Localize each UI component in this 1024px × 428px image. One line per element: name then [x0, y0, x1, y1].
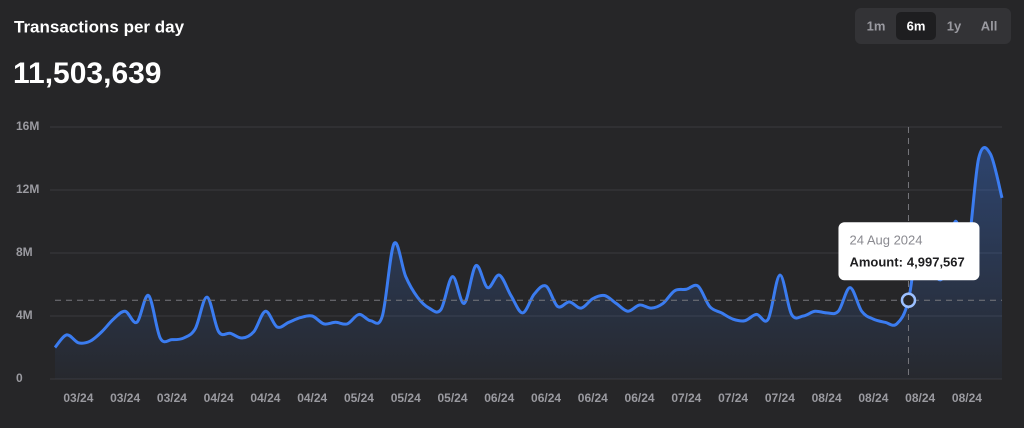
x-tick-label: 08/24 — [812, 391, 842, 405]
x-tick-label: 05/24 — [344, 391, 374, 405]
x-tick-label: 06/24 — [625, 391, 655, 405]
y-tick-label: 8M — [16, 245, 33, 259]
x-tick-label: 07/24 — [718, 391, 748, 405]
range-button-active[interactable] — [896, 12, 936, 40]
x-tick-label: 04/24 — [250, 391, 280, 405]
x-tick-label: 05/24 — [391, 391, 421, 405]
x-tick-label: 08/24 — [952, 391, 982, 405]
x-tick-label: 06/24 — [484, 391, 514, 405]
range-button[interactable]: 6m — [907, 18, 926, 33]
tooltip — [838, 222, 980, 281]
x-tick-label: 03/24 — [157, 391, 187, 405]
tooltip-date: 24 Aug 2024 — [849, 233, 922, 248]
x-tick-label: 08/24 — [858, 391, 888, 405]
headline-value: 11,503,639 — [13, 57, 162, 90]
tooltip-value: 4,997,567 — [907, 255, 965, 270]
range-button[interactable]: All — [981, 18, 998, 33]
y-tick-label: 12M — [16, 182, 39, 196]
x-tick-label: 05/24 — [437, 391, 467, 405]
x-tick-label: 07/24 — [671, 391, 701, 405]
x-tick-label: 04/24 — [204, 391, 234, 405]
tooltip-label: Amount: — [849, 255, 902, 270]
x-tick-label: 03/24 — [110, 391, 140, 405]
x-tick-label: 06/24 — [531, 391, 561, 405]
range-button[interactable]: 1m — [867, 18, 886, 33]
hover-point — [900, 292, 917, 309]
y-tick-label: 4M — [16, 308, 33, 322]
chart-title: Transactions per day — [14, 17, 185, 36]
y-tick-label: 0 — [16, 371, 23, 385]
x-tick-label: 06/24 — [578, 391, 608, 405]
range-button[interactable]: 1y — [947, 18, 962, 33]
line — [53, 145, 1004, 349]
y-tick-label: 16M — [16, 119, 39, 133]
x-tick-label: 04/24 — [297, 391, 327, 405]
x-tick-label: 08/24 — [905, 391, 935, 405]
x-tick-label: 07/24 — [765, 391, 795, 405]
x-tick-label: 03/24 — [63, 391, 93, 405]
